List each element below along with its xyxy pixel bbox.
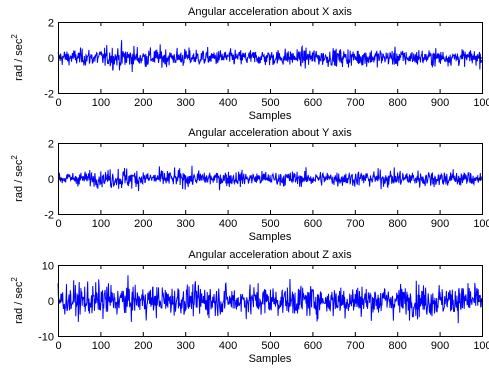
x-tick-label: 500 bbox=[261, 97, 279, 109]
x-tick-label: 500 bbox=[261, 340, 279, 352]
y-tick-label: 2 bbox=[48, 18, 54, 30]
x-tick-label: 0 bbox=[55, 97, 61, 109]
y-tick-label: -2 bbox=[44, 89, 54, 101]
y-tick-label: -10 bbox=[38, 332, 54, 344]
x-tick-label: 700 bbox=[346, 97, 364, 109]
x-tick-label: 100 bbox=[473, 218, 489, 230]
x-tick-label: 300 bbox=[177, 97, 195, 109]
chart-title: Angular acceleration about X axis bbox=[188, 6, 352, 18]
x-tick-label: 300 bbox=[177, 218, 195, 230]
x-tick-label: 400 bbox=[219, 218, 237, 230]
x-tick-label: 0 bbox=[55, 218, 61, 230]
y-tick-label: -2 bbox=[44, 210, 54, 222]
x-tick-label: 900 bbox=[431, 340, 449, 352]
x-tick-label: 400 bbox=[219, 340, 237, 352]
y-tick-label: 2 bbox=[48, 139, 54, 151]
y-axis-label: rad / sec2 bbox=[10, 34, 25, 81]
y-tick-label: 0 bbox=[48, 296, 54, 308]
x-axis-label: Samples bbox=[249, 110, 292, 122]
x-tick-label: 600 bbox=[304, 340, 322, 352]
x-axis-label: Samples bbox=[249, 353, 292, 365]
y-tick-label: 10 bbox=[42, 261, 54, 273]
signal-line bbox=[57, 275, 483, 324]
x-tick-label: 600 bbox=[304, 97, 322, 109]
signal-line bbox=[57, 165, 483, 191]
x-tick-label: 900 bbox=[431, 97, 449, 109]
x-tick-label: 200 bbox=[134, 97, 152, 109]
x-tick-label: 200 bbox=[134, 340, 152, 352]
x-tick-label: 100 bbox=[473, 340, 489, 352]
panel-y: 0 100 200 300 400 500 600 700 800 900 100-202Angul… bbox=[10, 127, 489, 243]
x-tick-label: 200 bbox=[134, 218, 152, 230]
x-tick-label: 100 bbox=[92, 97, 110, 109]
x-tick-label: 100 bbox=[92, 218, 110, 230]
x-tick-label: 400 bbox=[219, 97, 237, 109]
x-tick-label: 800 bbox=[389, 218, 407, 230]
x-tick-label: 700 bbox=[346, 218, 364, 230]
x-axis-label: Samples bbox=[249, 231, 292, 243]
x-tick-label: 700 bbox=[346, 340, 364, 352]
chart-title: Angular acceleration about Y axis bbox=[188, 127, 352, 139]
y-axis-label: rad / sec2 bbox=[10, 155, 25, 202]
x-tick-label: 800 bbox=[389, 340, 407, 352]
chart-title: Angular acceleration about Z axis bbox=[188, 249, 352, 261]
x-tick-label: 0 bbox=[55, 340, 61, 352]
y-tick-label: 0 bbox=[48, 174, 54, 186]
x-tick-label: 300 bbox=[177, 340, 195, 352]
panel-x: 0 100 200 300 400 500 600 700 800 900 100-202Angul… bbox=[10, 6, 489, 122]
x-tick-label: 500 bbox=[261, 218, 279, 230]
x-tick-label: 600 bbox=[304, 218, 322, 230]
x-tick-label: 800 bbox=[389, 97, 407, 109]
x-tick-label: 100 bbox=[473, 97, 489, 109]
y-axis-label: rad / sec2 bbox=[10, 277, 25, 324]
y-tick-label: 0 bbox=[48, 53, 54, 65]
x-tick-label: 100 bbox=[92, 340, 110, 352]
panel-z: 0 100 200 300 400 500 600 700 800 900 100-10010Ang… bbox=[10, 249, 489, 365]
x-tick-label: 900 bbox=[431, 218, 449, 230]
signal-line bbox=[57, 40, 483, 72]
